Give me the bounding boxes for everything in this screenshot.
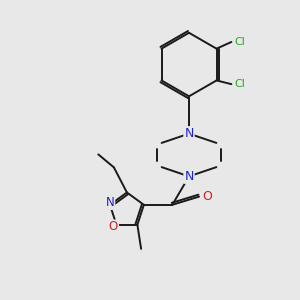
Text: Cl: Cl (234, 37, 245, 47)
Text: N: N (106, 196, 114, 209)
Text: N: N (184, 170, 194, 183)
Text: O: O (109, 220, 118, 233)
Text: N: N (184, 127, 194, 140)
Text: Cl: Cl (234, 79, 245, 89)
Text: O: O (202, 190, 212, 203)
